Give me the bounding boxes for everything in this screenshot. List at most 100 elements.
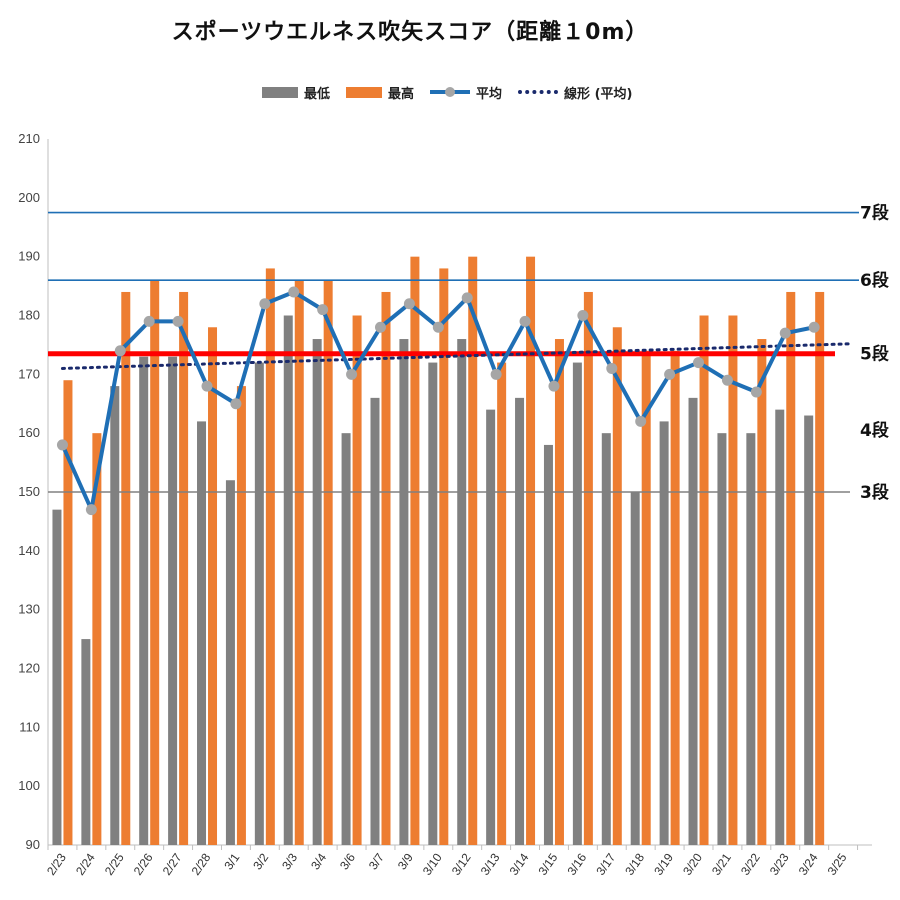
bar-min: [515, 397, 525, 845]
avg-marker: [201, 380, 213, 392]
bar-max: [641, 350, 651, 845]
x-tick-label: 3/19: [651, 850, 676, 877]
x-tick-label: 3/22: [738, 850, 763, 877]
chart-title: スポーツウエルネス吹矢スコア（距離１0m）: [171, 20, 649, 45]
y-tick-label: 90: [26, 837, 40, 852]
avg-marker: [664, 368, 676, 380]
y-tick-label: 110: [19, 719, 40, 734]
bar-max: [381, 291, 391, 845]
bar-max: [92, 433, 102, 845]
y-tick-label: 210: [18, 131, 40, 146]
bar-max: [150, 280, 160, 845]
avg-marker: [808, 321, 820, 333]
legend-item-max[interactable]: 最高: [346, 83, 414, 102]
avg-marker: [85, 504, 97, 516]
avg-marker: [346, 368, 358, 380]
bar-min: [81, 639, 91, 845]
bar-min: [110, 386, 120, 845]
bar-min: [775, 409, 785, 845]
bar-min: [283, 315, 293, 845]
avg-marker: [635, 415, 647, 427]
bar-min: [688, 397, 698, 845]
x-tick-label: 2/26: [131, 850, 156, 877]
avg-marker: [490, 368, 502, 380]
x-tick-label: 2/28: [189, 850, 214, 877]
x-tick-label: 3/7: [366, 850, 387, 872]
bar-max: [699, 315, 709, 845]
avg-marker: [374, 321, 386, 333]
x-tick-label: 3/3: [279, 850, 300, 872]
bar-max: [468, 256, 478, 846]
x-tick-label: 3/6: [337, 850, 358, 872]
level-label: 3段: [860, 482, 889, 503]
avg-marker: [577, 310, 589, 321]
legend-swatch-avg: [430, 85, 471, 99]
bar-max: [554, 339, 564, 845]
x-tick-label: 3/21: [709, 850, 734, 877]
avg-marker: [172, 315, 184, 327]
legend-swatch-min: [262, 86, 298, 98]
y-tick-label: 140: [18, 543, 40, 558]
bar-max: [323, 280, 333, 845]
x-tick-label: 3/25: [825, 850, 850, 877]
bar-max: [352, 315, 362, 845]
bar-min: [543, 444, 553, 845]
avg-marker: [461, 292, 473, 304]
legend-swatch-trend: [518, 90, 559, 94]
x-tick-label: 3/10: [420, 850, 445, 877]
x-tick-label: 3/12: [449, 850, 474, 877]
bar-max: [208, 327, 218, 845]
legend: 最低 最高 平均 線形 (平均): [262, 82, 648, 102]
avg-marker: [432, 321, 444, 333]
avg-marker: [721, 374, 733, 386]
bar-min: [341, 433, 351, 845]
legend-item-min[interactable]: 最低: [262, 83, 330, 102]
avg-marker: [230, 398, 242, 410]
bar-min: [746, 433, 756, 845]
bar-max: [786, 291, 796, 845]
legend-label-avg: 平均: [476, 86, 503, 102]
bar-max: [121, 291, 131, 845]
bar-min: [370, 397, 380, 845]
x-tick-label: 3/9: [395, 850, 416, 872]
bar-max: [670, 350, 680, 845]
x-tick-label: 3/20: [680, 850, 705, 877]
x-tick-label: 3/4: [308, 850, 329, 872]
legend-item-avg[interactable]: 平均: [430, 83, 502, 102]
bar-min: [225, 480, 235, 845]
y-tick-label: 150: [18, 484, 40, 499]
avg-marker: [548, 380, 560, 392]
bar-max: [583, 291, 593, 845]
bar-min: [630, 492, 640, 845]
avg-marker: [606, 362, 618, 374]
avg-marker: [403, 298, 415, 310]
legend-swatch-max: [346, 86, 383, 98]
avg-marker: [114, 345, 126, 357]
bar-min: [601, 433, 611, 845]
level-label: 7段: [860, 203, 889, 224]
avg-marker: [750, 386, 762, 398]
bar-max: [757, 339, 767, 845]
bar-min: [572, 362, 582, 845]
x-tick-label: 3/1: [221, 850, 242, 872]
avg-marker: [317, 304, 329, 316]
x-tick-label: 3/18: [622, 850, 647, 877]
y-tick-label: 200: [18, 190, 40, 205]
bar-max: [236, 386, 246, 845]
bar-min: [139, 356, 149, 845]
legend-label-max: 最高: [388, 86, 415, 102]
y-tick-label: 160: [18, 425, 40, 440]
x-tick-label: 3/16: [564, 850, 589, 877]
bar-min: [717, 433, 727, 845]
x-tick-label: 3/17: [593, 850, 618, 877]
y-tick-label: 190: [18, 249, 40, 264]
level-label: 5段: [860, 344, 889, 365]
bar-max: [815, 291, 825, 845]
bar-max: [497, 362, 507, 845]
legend-item-trend[interactable]: 線形 (平均): [518, 83, 632, 102]
x-tick-label: 2/27: [160, 850, 185, 877]
x-tick-label: 3/13: [478, 850, 503, 877]
avg-marker: [519, 315, 531, 327]
bar-max: [63, 380, 73, 845]
avg-marker: [143, 315, 155, 327]
